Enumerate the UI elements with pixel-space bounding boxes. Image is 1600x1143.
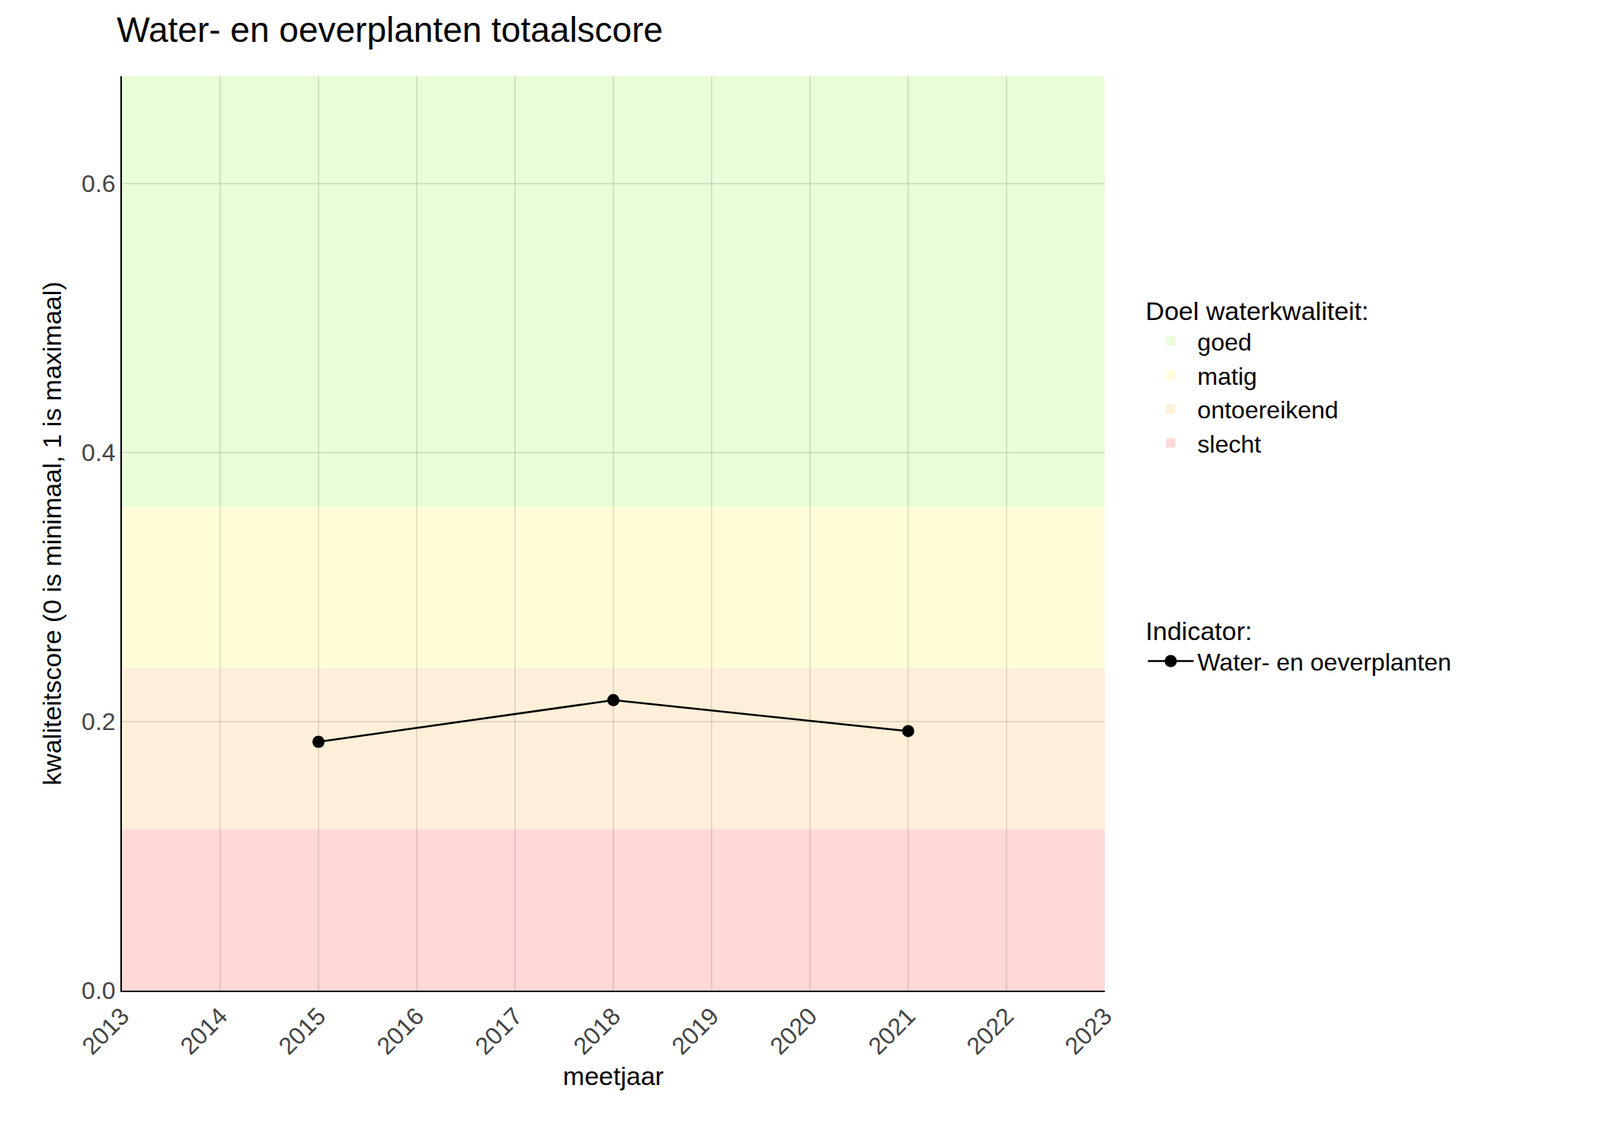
svg-text:0.4: 0.4 <box>81 438 116 467</box>
svg-text:slecht: slecht <box>1197 430 1262 458</box>
svg-text:2015: 2015 <box>272 1001 331 1060</box>
svg-text:2019: 2019 <box>665 1001 724 1060</box>
svg-text:0.6: 0.6 <box>81 169 116 198</box>
svg-text:Water- en oeverplanten: Water- en oeverplanten <box>1197 648 1452 676</box>
svg-text:2016: 2016 <box>371 1001 429 1060</box>
svg-text:2014: 2014 <box>174 1001 233 1060</box>
svg-text:2018: 2018 <box>567 1001 626 1060</box>
svg-text:2020: 2020 <box>764 1001 823 1060</box>
svg-text:2013: 2013 <box>76 1001 135 1060</box>
svg-text:meetjaar: meetjaar <box>563 1061 664 1091</box>
svg-text:Water- en oeverplanten totaals: Water- en oeverplanten totaalscore <box>116 9 663 50</box>
svg-text:Doel waterkwaliteit:: Doel waterkwaliteit: <box>1145 296 1370 326</box>
svg-text:matig: matig <box>1197 362 1258 391</box>
svg-text:2022: 2022 <box>960 1001 1019 1060</box>
svg-text:Indicator:: Indicator: <box>1145 616 1253 646</box>
svg-text:2017: 2017 <box>469 1001 528 1060</box>
svg-text:goed: goed <box>1197 328 1252 356</box>
svg-text:2023: 2023 <box>1059 1001 1117 1060</box>
svg-text:0.2: 0.2 <box>81 707 116 736</box>
svg-text:kwaliteitscore (0 is minimaal,: kwaliteitscore (0 is minimaal, 1 is maxi… <box>37 281 67 785</box>
svg-text:0.0: 0.0 <box>81 976 116 1005</box>
svg-text:2021: 2021 <box>862 1001 921 1060</box>
svg-text:ontoereikend: ontoereikend <box>1197 396 1339 424</box>
